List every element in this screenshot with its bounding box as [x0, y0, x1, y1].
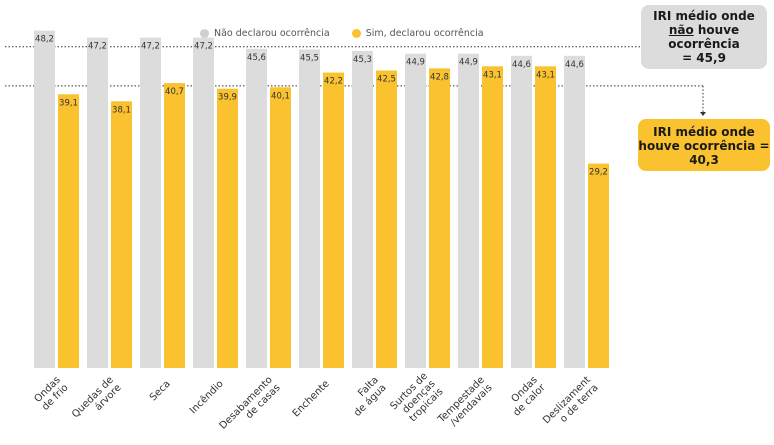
data-label: 43,1 [483, 70, 502, 80]
legend: Não declarou ocorrência Sim, declarou oc… [200, 28, 484, 39]
category-label: Faltade água [344, 375, 388, 419]
bar-nao-declarou [405, 53, 426, 368]
reference-arrowhead [700, 112, 706, 116]
category-label: Ondasde calor [504, 374, 549, 419]
data-label: 47,2 [88, 42, 107, 52]
bar-nao-declarou [352, 50, 373, 369]
data-label: 38,1 [112, 105, 131, 115]
annotation-line: houve ocorrência = [638, 139, 770, 153]
category-label: Quedas deárvore [70, 375, 124, 429]
category-label-line: Seca [148, 378, 173, 403]
data-label: 40,7 [165, 87, 184, 97]
category-label-line: Enchente [291, 378, 332, 419]
bar-sim-declarou [164, 83, 185, 368]
data-label: 42,5 [377, 75, 396, 85]
annotation-line: não houve ocorrência [641, 23, 767, 51]
bar-sim-declarou [111, 101, 132, 369]
data-label: 39,1 [59, 98, 78, 108]
legend-label-nao: Não declarou ocorrência [214, 28, 330, 39]
category-label-line: Incêndio [187, 378, 226, 417]
data-label: 42,8 [430, 72, 449, 82]
category-label: Tempestade/vendavais [436, 375, 495, 434]
annotation-underlined-word: não [668, 23, 694, 37]
bar-sim-declarou [58, 94, 79, 369]
category-label: Deslizamento de terra [541, 375, 601, 435]
annotation-line: IRI médio onde [653, 9, 755, 23]
annotation-line: IRI médio onde [653, 125, 755, 139]
legend-label-sim: Sim, declarou ocorrência [365, 28, 484, 39]
data-label: 44,6 [512, 60, 531, 70]
data-label: 43,1 [536, 70, 555, 80]
annotation-box-nao-ocorrencia: IRI médio onde não houve ocorrência = 45… [641, 5, 767, 69]
data-label: 47,2 [194, 42, 213, 52]
bar-nao-declarou [140, 37, 161, 368]
data-label: 39,9 [218, 93, 237, 103]
data-label: 44,6 [565, 60, 584, 70]
category-label: Enchente [291, 378, 332, 419]
bar-nao-declarou [34, 30, 55, 368]
data-label: 45,5 [300, 54, 319, 64]
bar-nao-declarou [458, 53, 479, 368]
bar-nao-declarou [193, 37, 214, 368]
bar-nao-declarou [511, 55, 532, 369]
category-label: Incêndio [187, 378, 226, 417]
data-label: 48,2 [35, 35, 54, 45]
data-label: 44,9 [459, 58, 478, 68]
data-label: 45,3 [353, 55, 372, 65]
annotation-line: = 45,9 [682, 51, 726, 65]
data-label: 47,2 [141, 42, 160, 52]
bar-sim-declarou [429, 68, 450, 369]
bar-nao-declarou [246, 48, 267, 369]
bar-sim-declarou [482, 66, 503, 369]
data-label: 40,1 [271, 91, 290, 101]
bar-sim-declarou [535, 66, 556, 369]
category-label: Desabamentode casas [218, 375, 283, 440]
annotation-box-ocorrencia: IRI médio onde houve ocorrência = 40,3 [638, 119, 770, 171]
annotation-line: 40,3 [689, 153, 719, 167]
category-label: Seca [148, 378, 173, 403]
data-label: 44,9 [406, 58, 425, 68]
bar-sim-declarou [376, 70, 397, 368]
x-axis-labels: Ondasde frio Quedas deárvore Seca IncêndioD… [32, 371, 601, 440]
bar-nao-declarou [564, 55, 585, 369]
data-label: 45,6 [247, 53, 266, 63]
bar-sim-declarou [588, 163, 609, 368]
bar-sim-declarou [217, 88, 238, 368]
legend-dot-yellow [351, 29, 361, 38]
legend-dot-gray [200, 29, 209, 38]
annotation-line-rest: houve ocorrência [668, 23, 740, 51]
bars-group: 48,2 39,1 47,2 38,1 47,2 40,7 47,2 39,9 45,6 40,1… [34, 30, 609, 369]
bar-sim-declarou [323, 72, 344, 368]
bar-nao-declarou [299, 49, 320, 368]
data-label: 42,2 [324, 77, 343, 87]
legend-item-nao: Não declarou ocorrência [200, 28, 330, 39]
bar-sim-declarou [270, 87, 291, 369]
category-label: Ondasde frio [32, 375, 70, 413]
bar-nao-declarou [87, 37, 108, 368]
legend-item-sim: Sim, declarou ocorrência [351, 28, 484, 39]
data-label: 29,2 [589, 168, 608, 178]
